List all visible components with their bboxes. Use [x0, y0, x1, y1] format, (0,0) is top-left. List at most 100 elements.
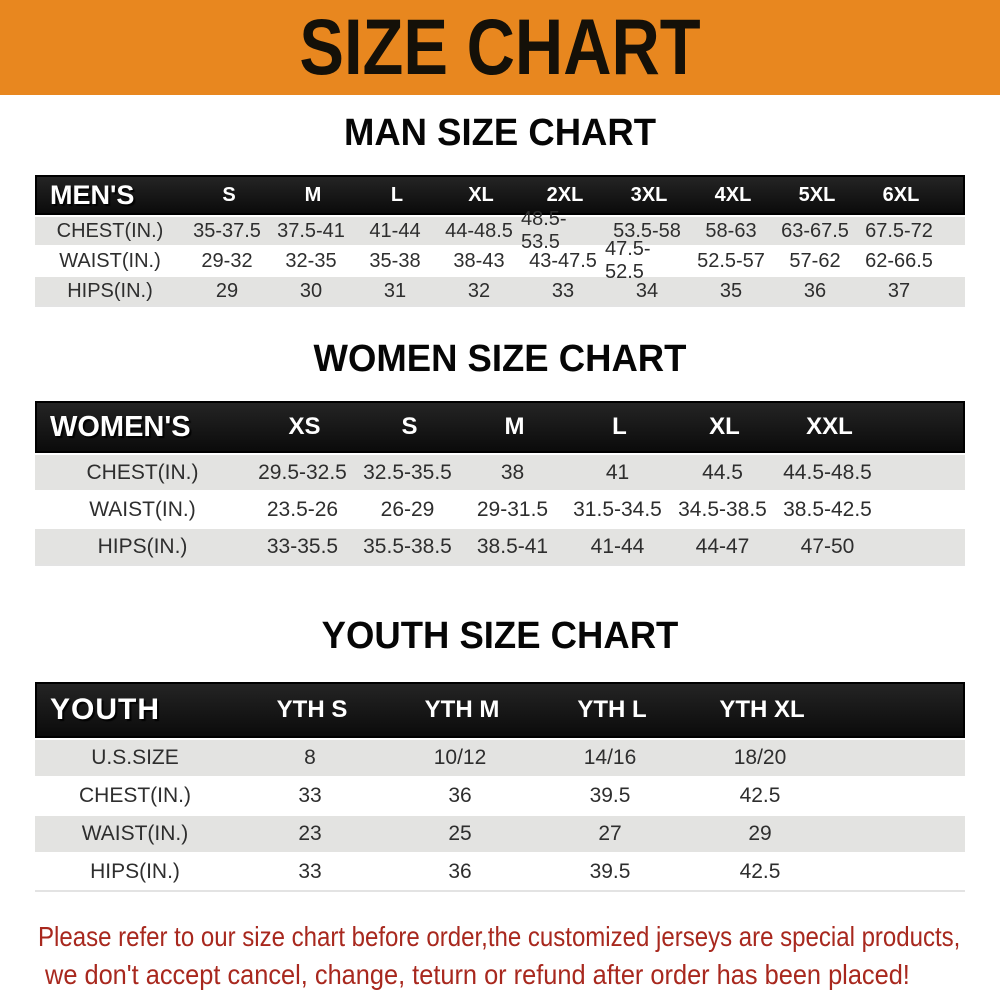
row-filler	[880, 492, 965, 527]
row-filler	[835, 854, 965, 890]
banner-title: SIZE CHART	[299, 3, 701, 92]
men-section-title: MAN SIZE CHART	[343, 112, 657, 154]
table-row: WAIST(IN.) 23 25 27 29	[35, 816, 965, 852]
table-cell: 35	[719, 279, 743, 302]
table-cell: 35.5-38.5	[363, 534, 452, 558]
section-youth: YOUTH SIZE CHART YOUTH YTH S YTH M YTH L YTH…	[0, 616, 1000, 892]
column-header: XXL	[806, 413, 853, 440]
table-header-row: MEN'S S M L XL 2XL 3XL 4XL 5XL 6XL	[35, 175, 965, 215]
table-cell: 47-50	[800, 534, 855, 558]
column-header: YTH S	[276, 696, 348, 723]
table-cell: 33	[298, 784, 322, 807]
column-header: M	[504, 413, 525, 440]
header-filler	[943, 177, 963, 213]
table-cell: 38.5-42.5	[783, 497, 872, 521]
table-cell: 29.5-32.5	[258, 460, 347, 484]
table-cell: 42.5	[739, 784, 781, 807]
table-cell: 29-32	[201, 249, 253, 272]
footnote-line-1-wrap: Please refer to our size chart before or…	[0, 918, 1000, 956]
table-row: CHEST(IN.) 29.5-32.5 32.5-35.5 38 41 44.5 44.5…	[35, 455, 965, 490]
column-header: 2XL	[546, 183, 584, 206]
table-cell: 37	[887, 279, 911, 302]
column-header: M	[304, 183, 322, 206]
table-cell: 32.5-35.5	[363, 460, 452, 484]
youth-size-table: YOUTH YTH S YTH M YTH L YTH XL U.S.SIZE 8 10/12…	[35, 682, 965, 892]
row-filler	[941, 247, 965, 275]
table-header-label: WOMEN'S	[50, 410, 191, 443]
column-header: S	[401, 413, 418, 440]
header-filler	[837, 684, 963, 736]
row-label: WAIST(IN.)	[59, 249, 161, 272]
table-cell: 23	[298, 822, 322, 845]
column-header: YTH XL	[719, 696, 805, 723]
table-cell: 32	[467, 279, 491, 302]
row-label: CHEST(IN.)	[86, 460, 199, 484]
table-cell: 44.5-48.5	[783, 460, 872, 484]
table-cell: 52.5-57	[697, 249, 765, 272]
column-header: 6XL	[882, 183, 920, 206]
women-size-table: WOMEN'S XS S M L XL XXL CHEST(IN.) 29.5-32.5 32.5…	[35, 401, 965, 566]
table-cell: 41-44	[590, 534, 645, 558]
table-cell: 29	[748, 822, 772, 845]
table-cell: 63-67.5	[781, 219, 849, 242]
table-row: CHEST(IN.) 33 36 39.5 42.5	[35, 778, 965, 814]
table-cell: 37.5-41	[277, 219, 345, 242]
footnote-line-2: we don't accept cancel, change, teturn o…	[45, 959, 910, 990]
column-header: XS	[288, 413, 321, 440]
table-row: WAIST(IN.) 23.5-26 26-29 29-31.5 31.5-34.5 34…	[35, 492, 965, 527]
table-row: HIPS(IN.) 33 36 39.5 42.5	[35, 854, 965, 890]
column-header: L	[390, 183, 404, 206]
table-cell: 44.5	[702, 460, 743, 484]
column-header: S	[222, 183, 236, 206]
table-cell: 38.5-41	[476, 534, 549, 558]
table-header-label: MEN'S	[50, 179, 135, 210]
row-label: CHEST(IN.)	[79, 784, 191, 807]
table-cell: 38-43	[453, 249, 505, 272]
row-filler	[835, 778, 965, 814]
table-cell: 48.5-53.5	[521, 208, 567, 253]
row-filler	[835, 816, 965, 852]
row-filler	[835, 740, 965, 776]
column-header: 5XL	[798, 183, 836, 206]
banner: SIZE CHART	[0, 0, 1000, 95]
table-cell: 34.5-38.5	[678, 497, 767, 521]
table-cell: 39.5	[589, 860, 631, 883]
column-header: XL	[709, 413, 740, 440]
table-cell: 53.5-58	[613, 219, 681, 242]
men-size-table: MEN'S S M L XL 2XL 3XL 4XL 5XL 6XL CHEST(IN.) 35-37…	[35, 175, 965, 307]
table-cell: 32-35	[285, 249, 337, 272]
row-filler	[941, 217, 965, 245]
column-header: XL	[468, 183, 494, 206]
table-cell: 29-31.5	[476, 497, 549, 521]
table-row: WAIST(IN.) 29-32 32-35 35-38 38-43 43-47.5 47.…	[35, 238, 965, 283]
table-cell: 33-35.5	[266, 534, 339, 558]
row-label: HIPS(IN.)	[67, 279, 153, 302]
table-cell: 36	[448, 860, 472, 883]
table-header-label: YOUTH	[50, 693, 160, 726]
table-cell: 38	[500, 460, 525, 484]
table-cell: 8	[304, 746, 316, 769]
youth-section-title: YOUTH SIZE CHART	[321, 615, 679, 657]
row-label: HIPS(IN.)	[90, 860, 180, 883]
table-cell: 67.5-72	[865, 219, 933, 242]
table-cell: 14/16	[583, 746, 637, 769]
table-cell: 47.5-52.5	[605, 238, 651, 283]
women-section-title: WOMEN SIZE CHART	[313, 338, 687, 380]
table-cell: 30	[299, 279, 323, 302]
table-cell: 31.5-34.5	[573, 497, 662, 521]
table-cell: 36	[803, 279, 827, 302]
table-cell: 44-48.5	[445, 219, 513, 242]
column-header: L	[612, 413, 627, 440]
table-cell: 58-63	[705, 219, 757, 242]
table-cell: 36	[448, 784, 472, 807]
table-row: CHEST(IN.) 35-37.5 37.5-41 41-44 44-48.5 48.5…	[35, 208, 965, 253]
row-label: HIPS(IN.)	[97, 534, 188, 558]
table-cell: 57-62	[789, 249, 841, 272]
table-cell: 31	[383, 279, 407, 302]
table-cell: 42.5	[739, 860, 781, 883]
row-filler	[880, 455, 965, 490]
row-filler	[880, 529, 965, 564]
table-cell: 62-66.5	[865, 249, 933, 272]
column-header: YTH M	[424, 696, 500, 723]
